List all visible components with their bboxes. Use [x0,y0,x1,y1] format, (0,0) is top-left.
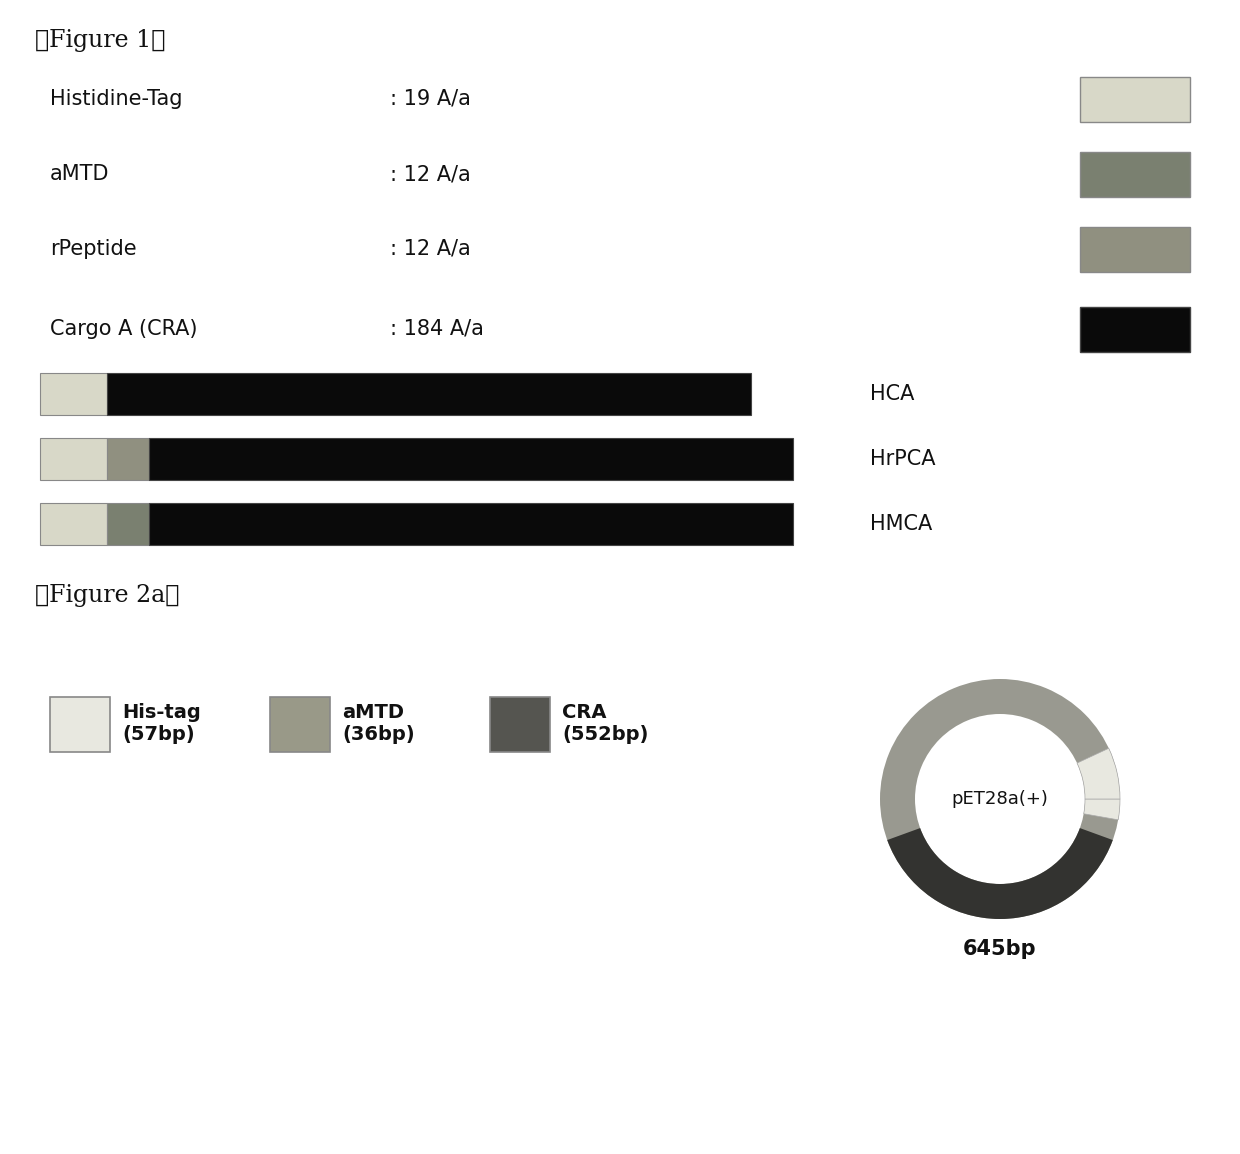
Text: Cargo A (CRA): Cargo A (CRA) [50,319,197,339]
Text: HrPCA: HrPCA [870,449,935,469]
Bar [107,373,750,415]
Text: pET28a(+): pET28a(+) [951,790,1049,808]
Circle shape [918,715,1083,882]
Bar [1080,226,1190,271]
Text: 645bp: 645bp [963,939,1037,959]
Text: aMTD
(36bp): aMTD (36bp) [342,704,414,744]
Bar [40,439,107,480]
Text: HCA: HCA [870,384,914,404]
Bar [149,503,792,545]
Text: : 184 A/a: : 184 A/a [391,319,484,339]
Bar [1080,76,1190,121]
Bar [40,373,107,415]
Text: : 12 A/a: : 12 A/a [391,239,471,258]
Text: CRA
(552bp): CRA (552bp) [562,704,649,744]
Text: 『Figure 2a』: 『Figure 2a』 [35,584,180,607]
Wedge shape [1084,799,1120,819]
Bar [50,697,110,751]
Text: Histidine-Tag: Histidine-Tag [50,89,182,108]
Wedge shape [1078,748,1120,799]
Text: HMCA: HMCA [870,514,932,534]
Text: aMTD: aMTD [50,164,109,183]
Text: : 12 A/a: : 12 A/a [391,164,471,183]
Text: : 19 A/a: : 19 A/a [391,89,471,108]
Wedge shape [880,679,1120,919]
Text: rPeptide: rPeptide [50,239,136,258]
Bar [1080,151,1190,196]
Text: His-tag
(57bp): His-tag (57bp) [122,704,201,744]
Wedge shape [888,829,1112,919]
Bar [270,697,330,751]
Text: 『Figure 1』: 『Figure 1』 [35,29,165,52]
Bar [107,503,149,545]
Bar [40,503,107,545]
Bar [1080,307,1190,352]
Bar [490,697,551,751]
Bar [107,439,149,480]
Bar [149,439,792,480]
